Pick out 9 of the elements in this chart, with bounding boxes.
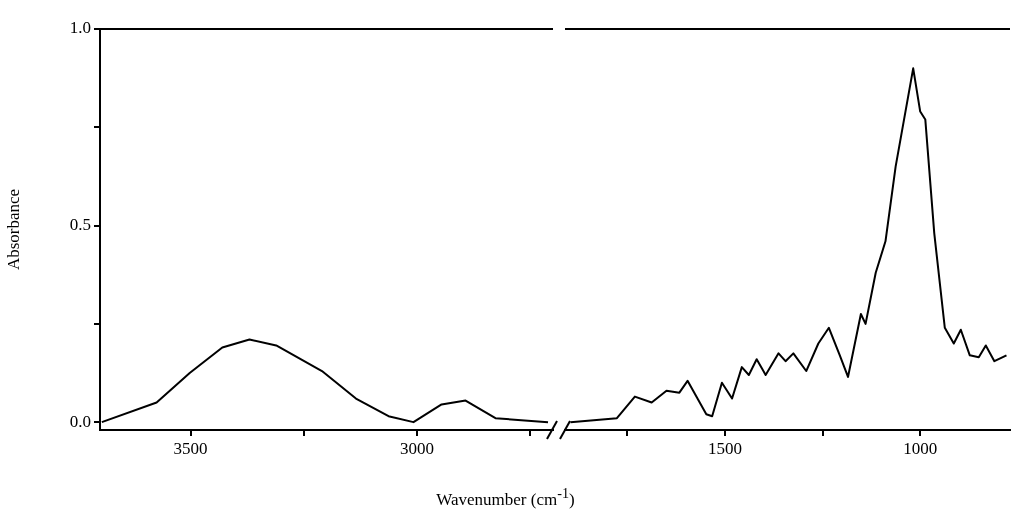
x-tick-label: 3500 (173, 438, 208, 458)
y-tick-label: 1.0 (69, 18, 91, 38)
y-tick-label: 0.5 (69, 215, 91, 235)
y-axis-title: Absorbance (3, 188, 23, 271)
x-axis-title: Wavenumber (cm$^{-1}$) (435, 485, 576, 510)
x-tick-label: 1000 (903, 438, 938, 458)
x-tick-label: 1500 (708, 438, 743, 458)
x-tick-label: 3000 (400, 438, 435, 458)
y-tick-label: 0.0 (69, 411, 91, 431)
